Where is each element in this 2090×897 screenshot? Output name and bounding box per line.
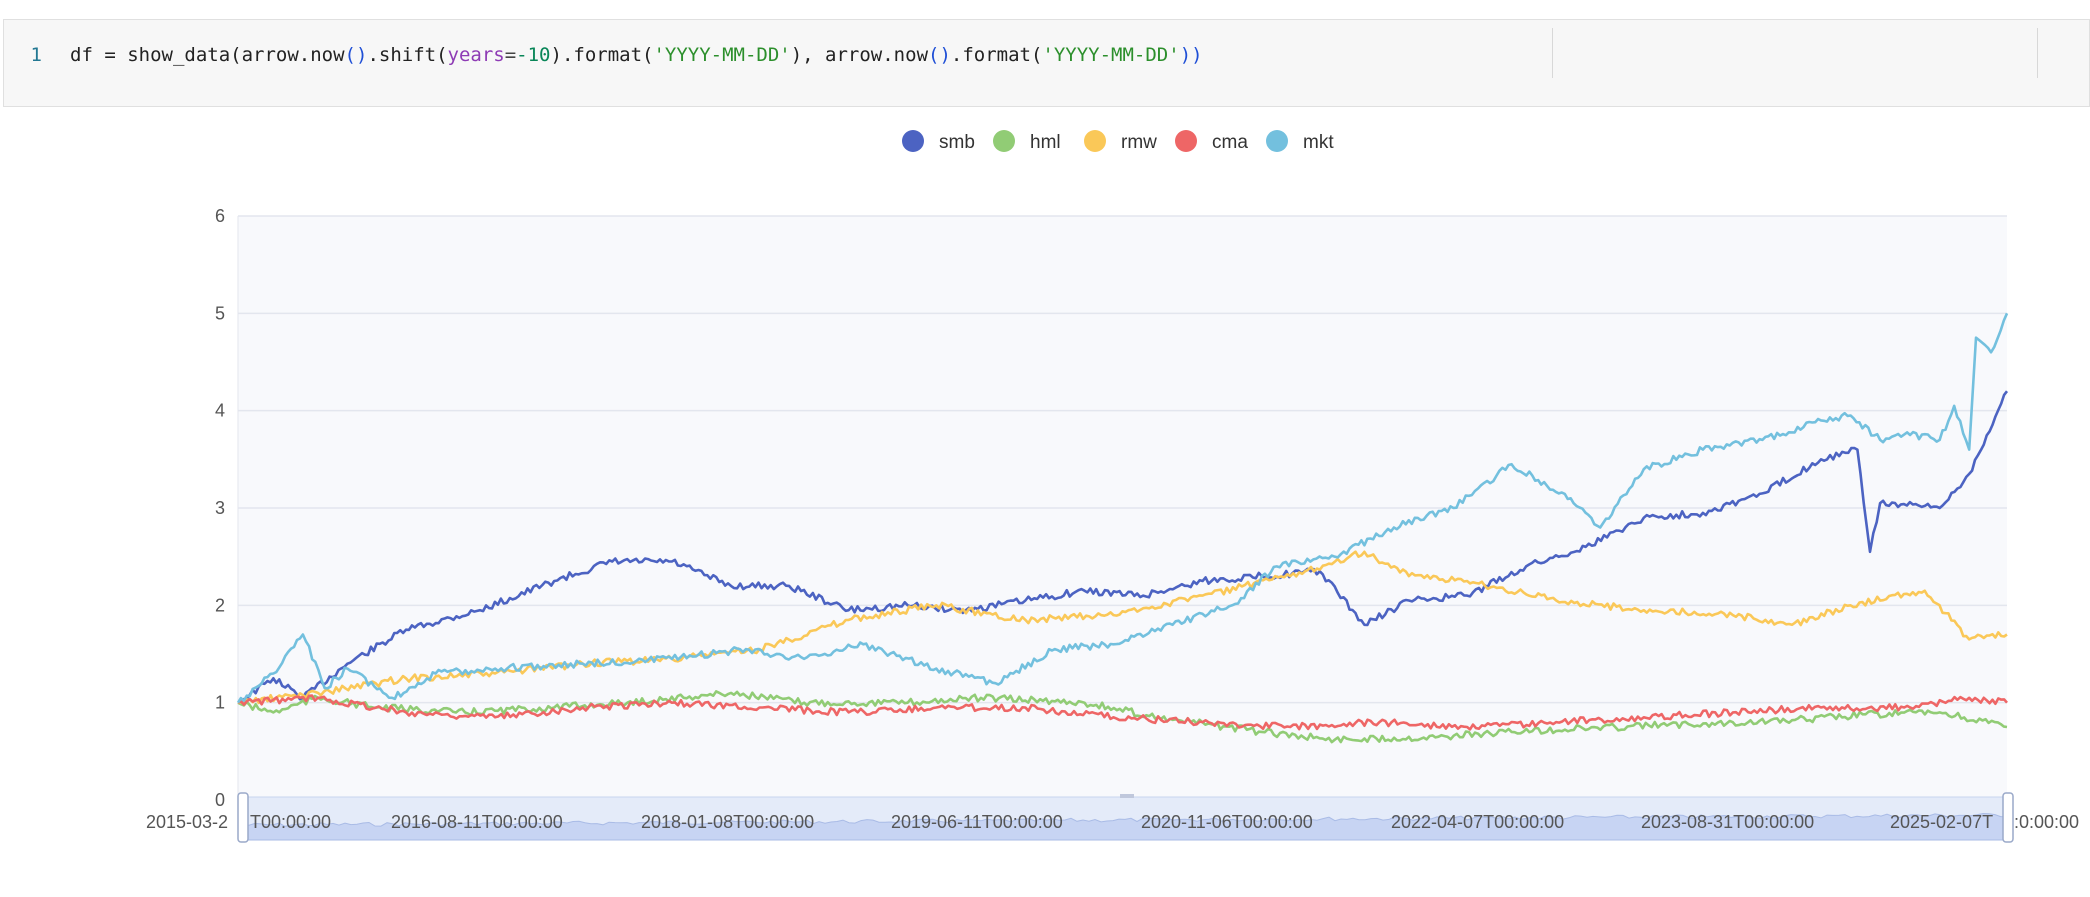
legend-label: cma xyxy=(1212,132,1248,153)
code-token: .format( xyxy=(950,44,1043,66)
x-tick-label-partial: T00:00:00 xyxy=(250,812,331,832)
legend-marker xyxy=(902,130,924,152)
legend-label: rmw xyxy=(1121,132,1157,153)
code-token: -10 xyxy=(516,44,551,66)
legend-item-smb[interactable]: smb xyxy=(902,130,975,153)
x-tick-label: 2015-03-2 xyxy=(146,812,228,832)
x-tick-label: 2022-04-07T00:00:00 xyxy=(1391,812,1564,832)
y-tick-label: 2 xyxy=(215,595,225,615)
factor-line-chart: 0 1 2 3 4 5 6 smb hml rmw cma mkt 2015-03-2 2016-08-1… xyxy=(146,130,2079,843)
x-tick-label: 2018-01-08T00:00:00 xyxy=(641,812,814,832)
code-token: = xyxy=(504,44,517,66)
legend-label: smb xyxy=(939,132,975,153)
series-line-smb xyxy=(237,390,2009,704)
code-token: arrow.now xyxy=(241,44,345,66)
code-token: df = show_data( xyxy=(70,44,242,66)
code-token: () xyxy=(344,44,368,66)
code-token: 'YYYY-MM-DD' xyxy=(653,44,791,66)
code-token: ).format( xyxy=(550,44,654,66)
code-token: )) xyxy=(1179,44,1203,66)
series-line-mkt xyxy=(236,312,2009,704)
y-tick-label: 4 xyxy=(215,401,225,421)
datazoom-handle-left xyxy=(237,792,249,843)
y-tick-label: 1 xyxy=(215,693,225,713)
legend-marker xyxy=(1266,130,1288,152)
legend-label: hml xyxy=(1030,132,1061,153)
datazoom-preview xyxy=(242,812,2010,841)
y-tick-label: 6 xyxy=(215,206,225,226)
x-tick-label: 2025-02-07T xyxy=(1890,812,1993,832)
x-tick-label: 2019-06-11T00:00:00 xyxy=(891,812,1063,832)
legend-item-cma[interactable]: cma xyxy=(1175,130,1248,153)
code-line: 1 df = show_data(arrow.now().shift(years… xyxy=(4,40,1203,70)
legend-item-hml[interactable]: hml xyxy=(993,130,1061,153)
cell-divider xyxy=(2037,28,2038,78)
chart-container: 0 1 2 3 4 5 6 smb hml rmw cma mkt 2015-03-2 2016-08-1… xyxy=(0,110,2090,893)
legend-marker xyxy=(1084,130,1106,152)
x-tick-label: 2016-08-11T00:00:00 xyxy=(391,812,563,832)
cell-divider xyxy=(1552,28,1553,78)
line-number: 1 xyxy=(30,44,42,66)
y-tick-label: 0 xyxy=(215,790,225,810)
x-tick-label-partial: :0:00:00 xyxy=(2014,812,2079,832)
datazoom-handle-right xyxy=(2002,792,2014,843)
code-token: ), arrow.now xyxy=(790,44,929,66)
series-line-hml xyxy=(237,690,2008,744)
code-token: () xyxy=(928,44,951,66)
x-tick-label: 2023-08-31T00:00:00 xyxy=(1641,812,1814,832)
y-tick-label: 3 xyxy=(215,498,225,518)
legend-label: mkt xyxy=(1303,132,1334,153)
legend-item-mkt[interactable]: mkt xyxy=(1266,130,1334,153)
datazoom-grip xyxy=(1120,794,1134,798)
y-tick-label: 5 xyxy=(215,303,225,323)
legend-marker xyxy=(993,130,1015,152)
x-tick-label: 2020-11-06T00:00:00 xyxy=(1141,812,1313,832)
code-token: 'YYYY-MM-DD' xyxy=(1042,44,1180,66)
series-line-cma xyxy=(237,694,2008,731)
legend-item-rmw[interactable]: rmw xyxy=(1084,130,1157,153)
legend-marker xyxy=(1175,130,1197,152)
code-cell[interactable]: 1 df = show_data(arrow.now().shift(years… xyxy=(3,19,2090,107)
code-token: .shift( xyxy=(367,44,448,66)
code-text[interactable]: df = show_data(arrow.now().shift(years=-… xyxy=(70,44,1203,66)
code-token: years xyxy=(447,44,505,66)
